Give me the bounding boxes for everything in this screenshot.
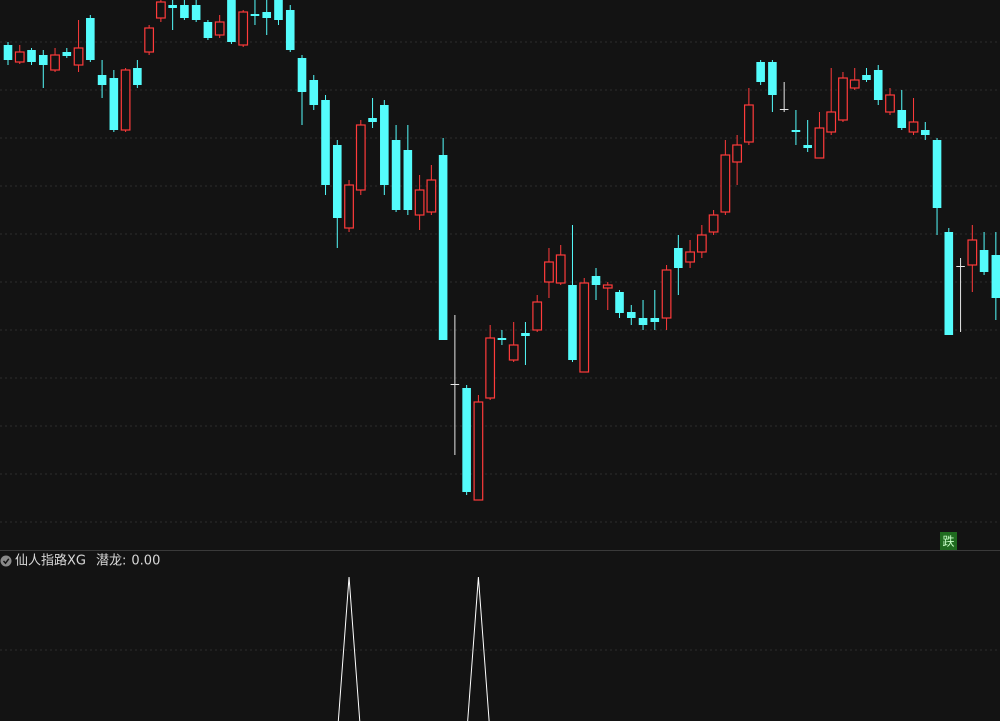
candle-body bbox=[967, 239, 978, 266]
indicator-icon[interactable] bbox=[0, 555, 12, 567]
candle-body bbox=[791, 130, 801, 132]
candle-body bbox=[473, 401, 484, 501]
candle-body bbox=[438, 155, 448, 340]
candle-body bbox=[873, 70, 883, 100]
candle-body bbox=[14, 51, 25, 63]
candle-body bbox=[309, 80, 319, 105]
candle-body bbox=[862, 75, 871, 80]
candle-body bbox=[97, 75, 107, 85]
candle-body bbox=[86, 18, 95, 60]
candle-body bbox=[62, 52, 72, 56]
candle-body bbox=[191, 5, 201, 20]
candle-body bbox=[932, 140, 942, 208]
candle-body bbox=[344, 184, 354, 229]
candle-body bbox=[991, 255, 1000, 298]
candle-body bbox=[133, 68, 142, 85]
candle-body bbox=[544, 261, 554, 283]
candle-body bbox=[674, 248, 683, 268]
annotation: 跌 bbox=[942, 534, 954, 549]
candle-body bbox=[838, 77, 848, 121]
candle-body bbox=[391, 140, 401, 210]
candle-body bbox=[321, 100, 330, 185]
candle-body bbox=[661, 269, 672, 319]
candle-body bbox=[849, 79, 860, 89]
candle-body bbox=[297, 58, 307, 92]
candle-body bbox=[380, 105, 389, 185]
candle-body bbox=[885, 94, 895, 113]
candle-body bbox=[109, 78, 119, 130]
candle-body bbox=[685, 251, 695, 263]
candle-body bbox=[462, 388, 471, 492]
candle-body bbox=[262, 12, 272, 18]
legend-name: 潜龙: bbox=[96, 554, 126, 569]
candle-body bbox=[485, 337, 496, 399]
candle-body bbox=[73, 47, 84, 66]
candle-body bbox=[27, 50, 36, 62]
candle-body bbox=[368, 118, 377, 122]
annotation-box bbox=[940, 532, 957, 550]
candle-body bbox=[3, 45, 13, 60]
candle-body bbox=[956, 266, 965, 267]
candle-body bbox=[426, 179, 437, 213]
candle-body bbox=[708, 214, 719, 233]
candle-body bbox=[626, 312, 636, 318]
candle-body bbox=[497, 338, 507, 340]
candle-body bbox=[756, 62, 765, 82]
candle-body bbox=[120, 69, 131, 131]
grid bbox=[0, 41, 1000, 651]
candle-body bbox=[332, 145, 342, 218]
candle-body bbox=[732, 144, 743, 163]
candle-body bbox=[779, 109, 789, 110]
candle-body bbox=[897, 110, 907, 128]
candle-body bbox=[908, 121, 919, 133]
candle-body bbox=[285, 10, 295, 50]
candle-body bbox=[979, 250, 989, 272]
candle-body bbox=[944, 232, 954, 335]
candle-body bbox=[203, 22, 213, 38]
candle-body bbox=[814, 127, 825, 159]
candle-body bbox=[355, 124, 366, 191]
candle-body bbox=[508, 344, 519, 361]
candle-body bbox=[743, 104, 754, 143]
candle-body bbox=[238, 11, 249, 46]
candle-body bbox=[214, 21, 225, 36]
candle-body bbox=[532, 301, 543, 331]
candle-body bbox=[521, 333, 530, 336]
candle-body bbox=[615, 292, 624, 313]
candle-body bbox=[274, 0, 283, 20]
candle-body bbox=[144, 27, 155, 53]
candle-body bbox=[650, 318, 660, 322]
candle-body bbox=[555, 254, 566, 284]
candle-body bbox=[168, 5, 177, 8]
candle-body bbox=[155, 1, 166, 19]
candle-body bbox=[227, 0, 236, 42]
candle-body bbox=[50, 54, 60, 71]
legend-value: 0.00 bbox=[131, 554, 160, 569]
candle-body bbox=[826, 111, 837, 133]
candle-body bbox=[579, 282, 590, 373]
candle-body bbox=[38, 55, 48, 65]
candle-body bbox=[803, 145, 812, 148]
candle-body bbox=[414, 189, 425, 216]
candle-body bbox=[602, 284, 613, 289]
candle-body bbox=[568, 285, 577, 360]
candle-body bbox=[638, 318, 648, 325]
candle-body bbox=[768, 62, 777, 95]
candle-body bbox=[180, 5, 189, 18]
candle-body bbox=[920, 130, 930, 135]
candle-body bbox=[250, 14, 260, 16]
candle-body bbox=[696, 234, 707, 253]
candle-body bbox=[450, 384, 460, 385]
candle-body bbox=[720, 154, 731, 213]
candle-body bbox=[591, 276, 601, 285]
indicator-icon-check bbox=[2, 558, 10, 565]
candle-body bbox=[403, 150, 413, 210]
indicator-title: 仙人指路XG bbox=[15, 553, 86, 569]
